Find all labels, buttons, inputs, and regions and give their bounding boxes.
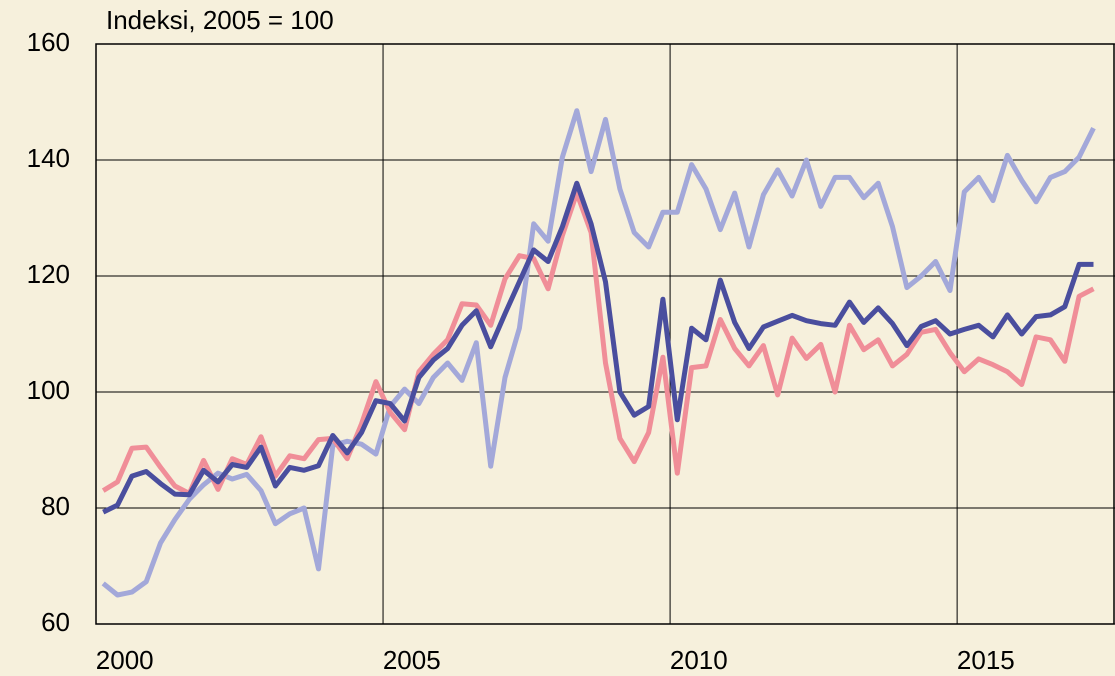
x-tick-label: 2010 — [670, 645, 728, 675]
x-tick-label: 2015 — [957, 645, 1015, 675]
chart-title: Indeksi, 2005 = 100 — [106, 5, 334, 35]
plot-frame — [95, 43, 1115, 625]
y-tick-label: 160 — [27, 27, 70, 57]
line-series — [101, 190, 1095, 496]
y-tick-label: 80 — [41, 491, 70, 521]
line-series — [102, 180, 1094, 515]
y-tick-label: 140 — [27, 143, 70, 173]
x-tick-label: 2000 — [96, 645, 154, 675]
y-tick-label: 100 — [27, 375, 70, 405]
x-tick-label: 2005 — [383, 645, 441, 675]
y-tick-label: 60 — [41, 607, 70, 637]
y-tick-label: 120 — [27, 259, 70, 289]
line-series — [101, 108, 1096, 598]
